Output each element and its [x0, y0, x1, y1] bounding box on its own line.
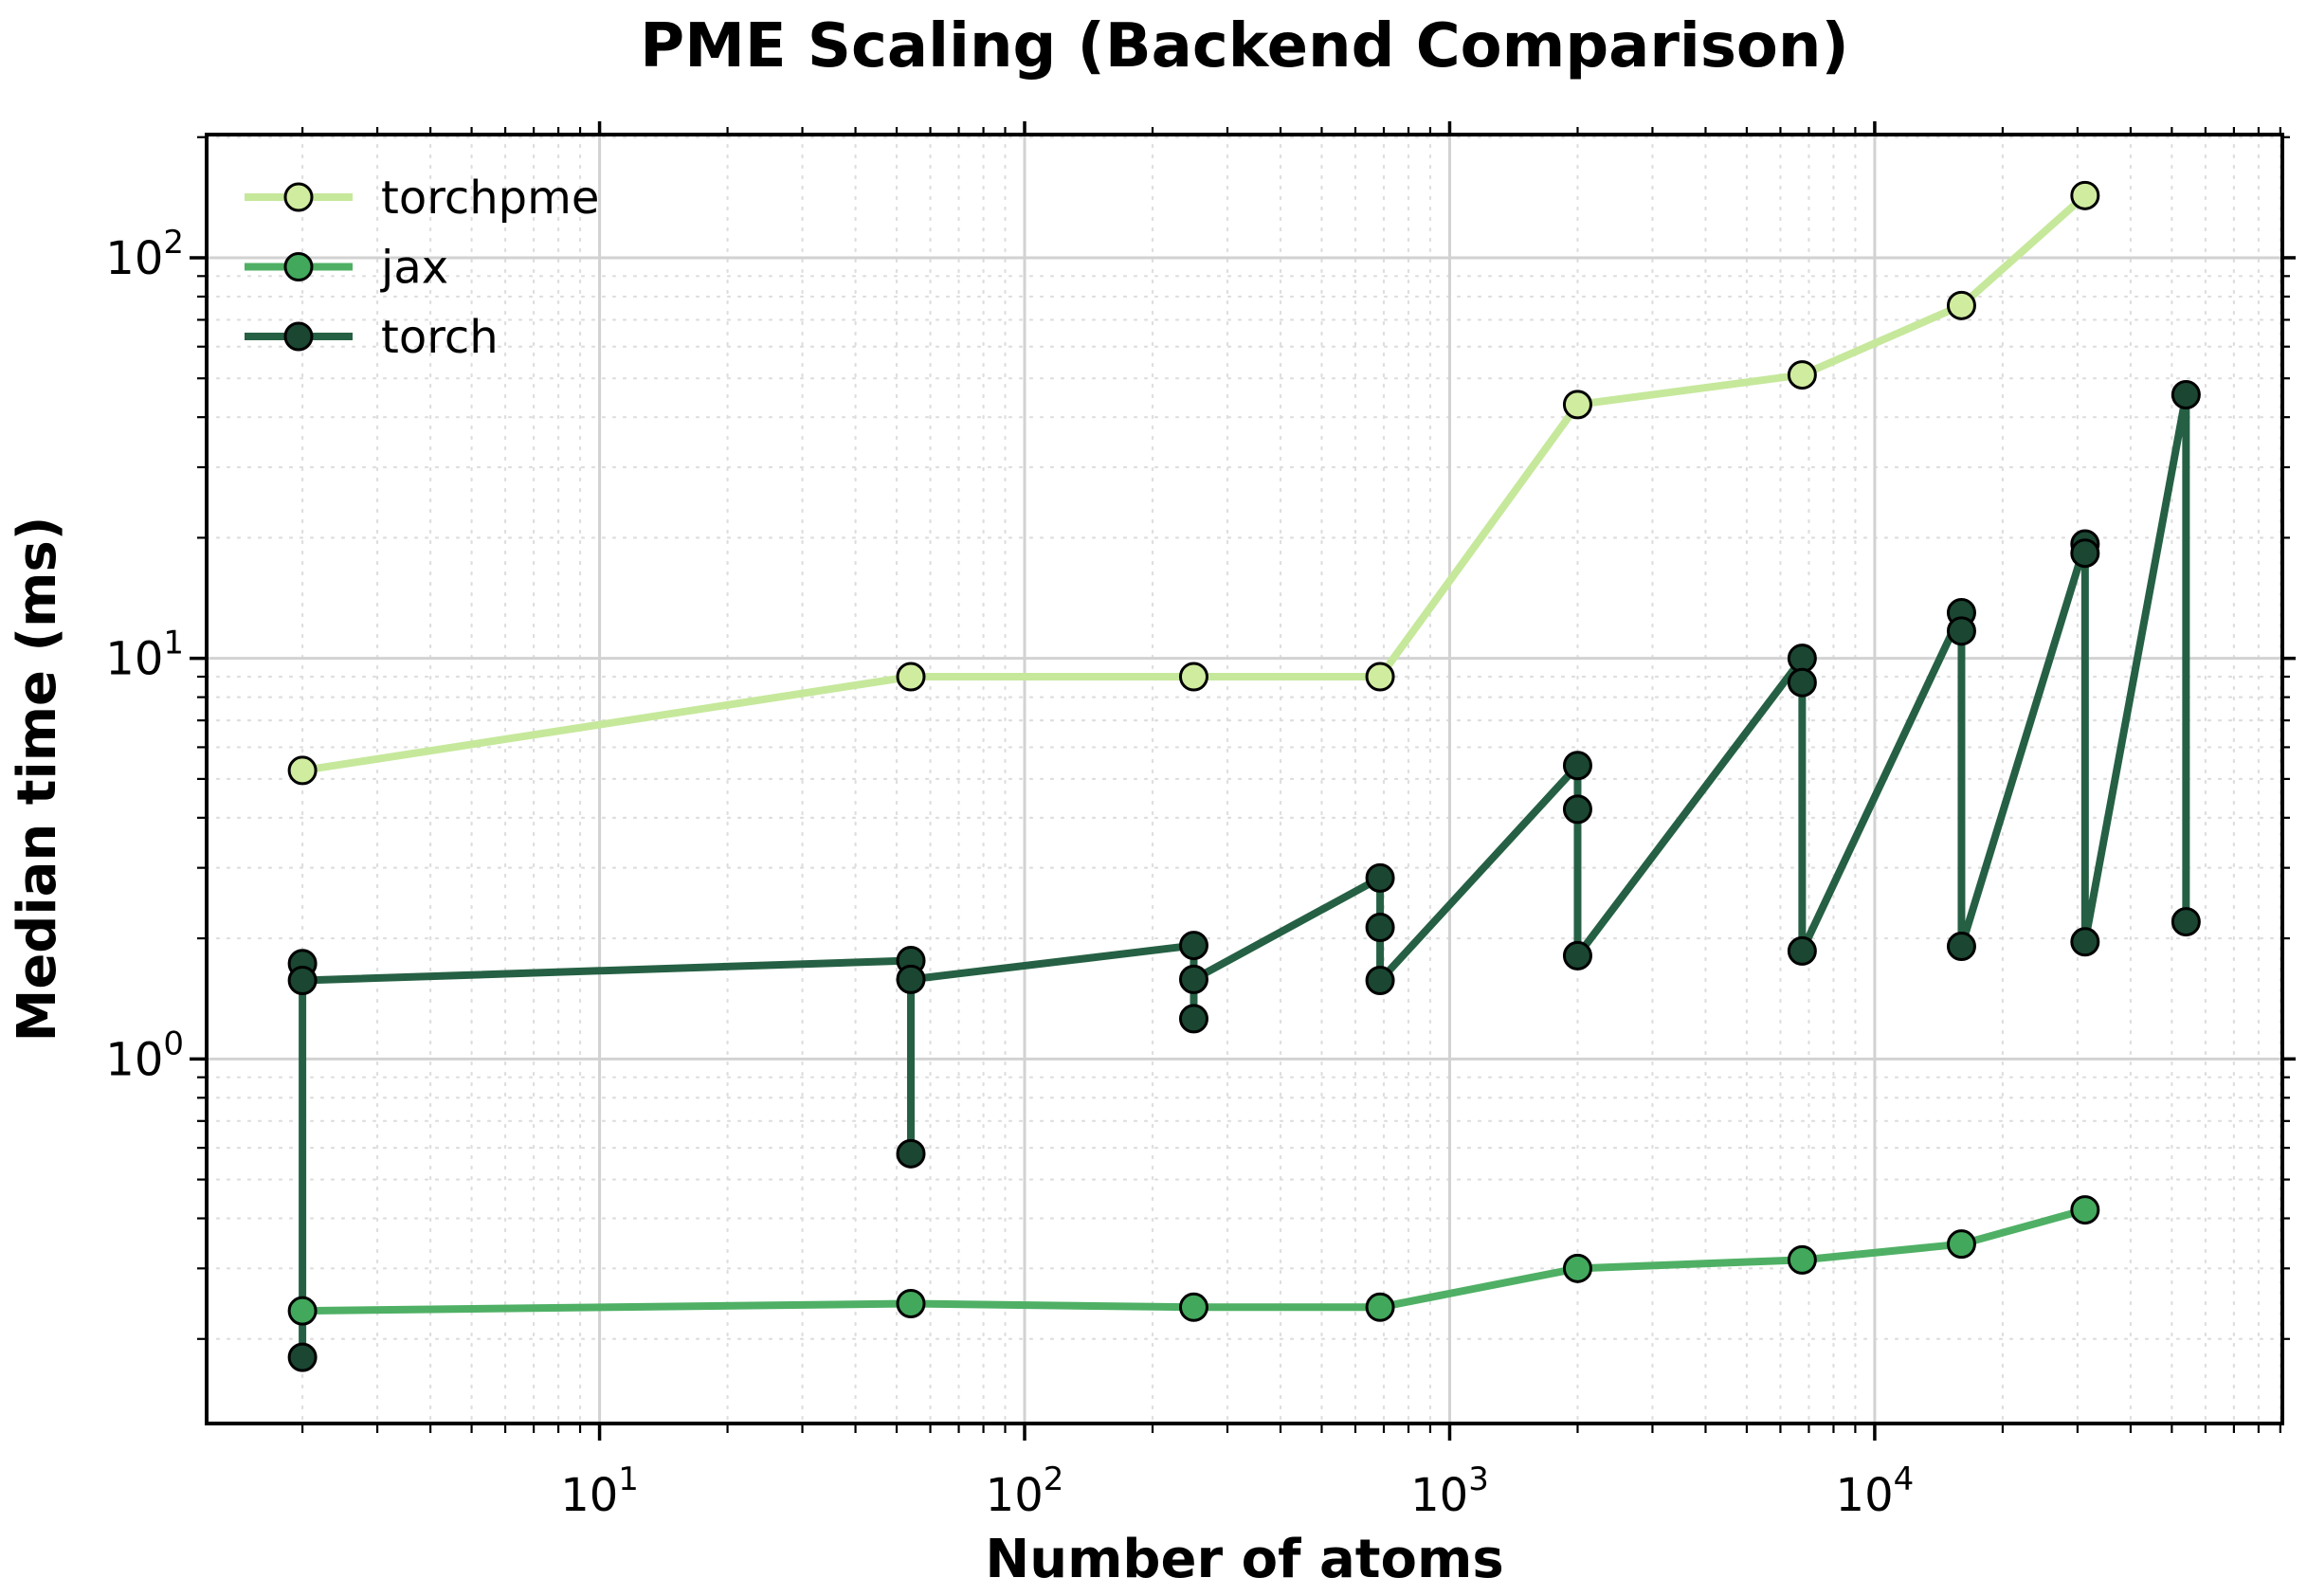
data-point-torch	[1946, 932, 1976, 962]
data-point-torch	[1946, 616, 1976, 646]
data-point-jax	[1365, 1292, 1395, 1322]
data-point-torch	[1365, 966, 1395, 996]
data-point-jax	[1787, 1244, 1817, 1275]
data-point-torch	[287, 966, 318, 996]
legend-marker-jax	[283, 252, 314, 281]
data-point-torchpme	[896, 662, 926, 692]
data-point-torch	[1787, 644, 1817, 674]
data-point-torchpme	[287, 755, 318, 786]
x-tick-label: 103	[1410, 1460, 1489, 1522]
data-point-torch	[1562, 751, 1592, 781]
data-point-torch	[2070, 538, 2100, 569]
x-tick-label: 101	[560, 1460, 639, 1522]
data-point-torch	[1787, 935, 1817, 966]
x-tick-label: 102	[986, 1460, 1064, 1522]
data-point-torch	[2171, 907, 2201, 937]
data-point-torch	[896, 1138, 926, 1169]
y-tick-label: 102	[105, 224, 184, 285]
data-point-jax	[2070, 1195, 2100, 1225]
data-point-torch	[287, 1342, 318, 1372]
data-point-torch	[1562, 940, 1592, 970]
legend-marker-torch	[283, 321, 314, 352]
data-point-torchpme	[1365, 662, 1395, 692]
minor-gridlines	[205, 133, 2284, 1425]
data-point-torch	[1365, 913, 1395, 943]
y-tick-label: 101	[105, 625, 184, 686]
data-point-torch	[2171, 380, 2201, 410]
data-point-jax	[1946, 1229, 1976, 1260]
data-point-torch	[896, 964, 926, 994]
series-jax	[287, 1195, 2100, 1326]
data-point-jax	[1562, 1253, 1592, 1283]
data-point-jax	[896, 1289, 926, 1319]
data-point-torchpme	[1178, 662, 1208, 692]
legend-label-jax: jax	[380, 242, 448, 295]
data-point-torchpme	[1562, 390, 1592, 420]
legend-item-jax: jax	[245, 242, 448, 295]
legend-item-torch: torch	[245, 311, 499, 364]
y-axis-label: Median time (ms)	[7, 517, 68, 1043]
series-torch	[287, 380, 2201, 1372]
legend-label-torch: torch	[381, 311, 499, 364]
data-point-torchpme	[1946, 290, 1976, 320]
y-tick-label: 100	[105, 1025, 184, 1086]
legend-label-torchpme: torchpme	[381, 172, 599, 225]
series-torchpme	[287, 180, 2100, 786]
data-point-torch	[1562, 794, 1592, 825]
chart-title: PME Scaling (Backend Comparison)	[640, 11, 1848, 82]
x-axis-label: Number of atoms	[985, 1529, 1503, 1590]
data-point-torch	[1178, 1004, 1208, 1034]
data-point-jax	[1178, 1292, 1208, 1322]
data-point-torch	[1178, 964, 1208, 994]
data-point-torchpme	[1787, 360, 1817, 390]
data-point-jax	[287, 1296, 318, 1326]
data-point-torch	[1178, 931, 1208, 961]
legend: torchpme jax torch	[245, 172, 599, 364]
data-point-torch	[2070, 927, 2100, 957]
data-point-torchpme	[2070, 180, 2100, 210]
data-point-torch	[1365, 862, 1395, 893]
x-tick-label: 104	[1836, 1460, 1915, 1522]
axis-ticks	[190, 121, 2296, 1441]
data-point-torch	[1787, 667, 1817, 698]
legend-marker-torchpme	[283, 182, 314, 212]
legend-item-torchpme: torchpme	[245, 172, 599, 225]
